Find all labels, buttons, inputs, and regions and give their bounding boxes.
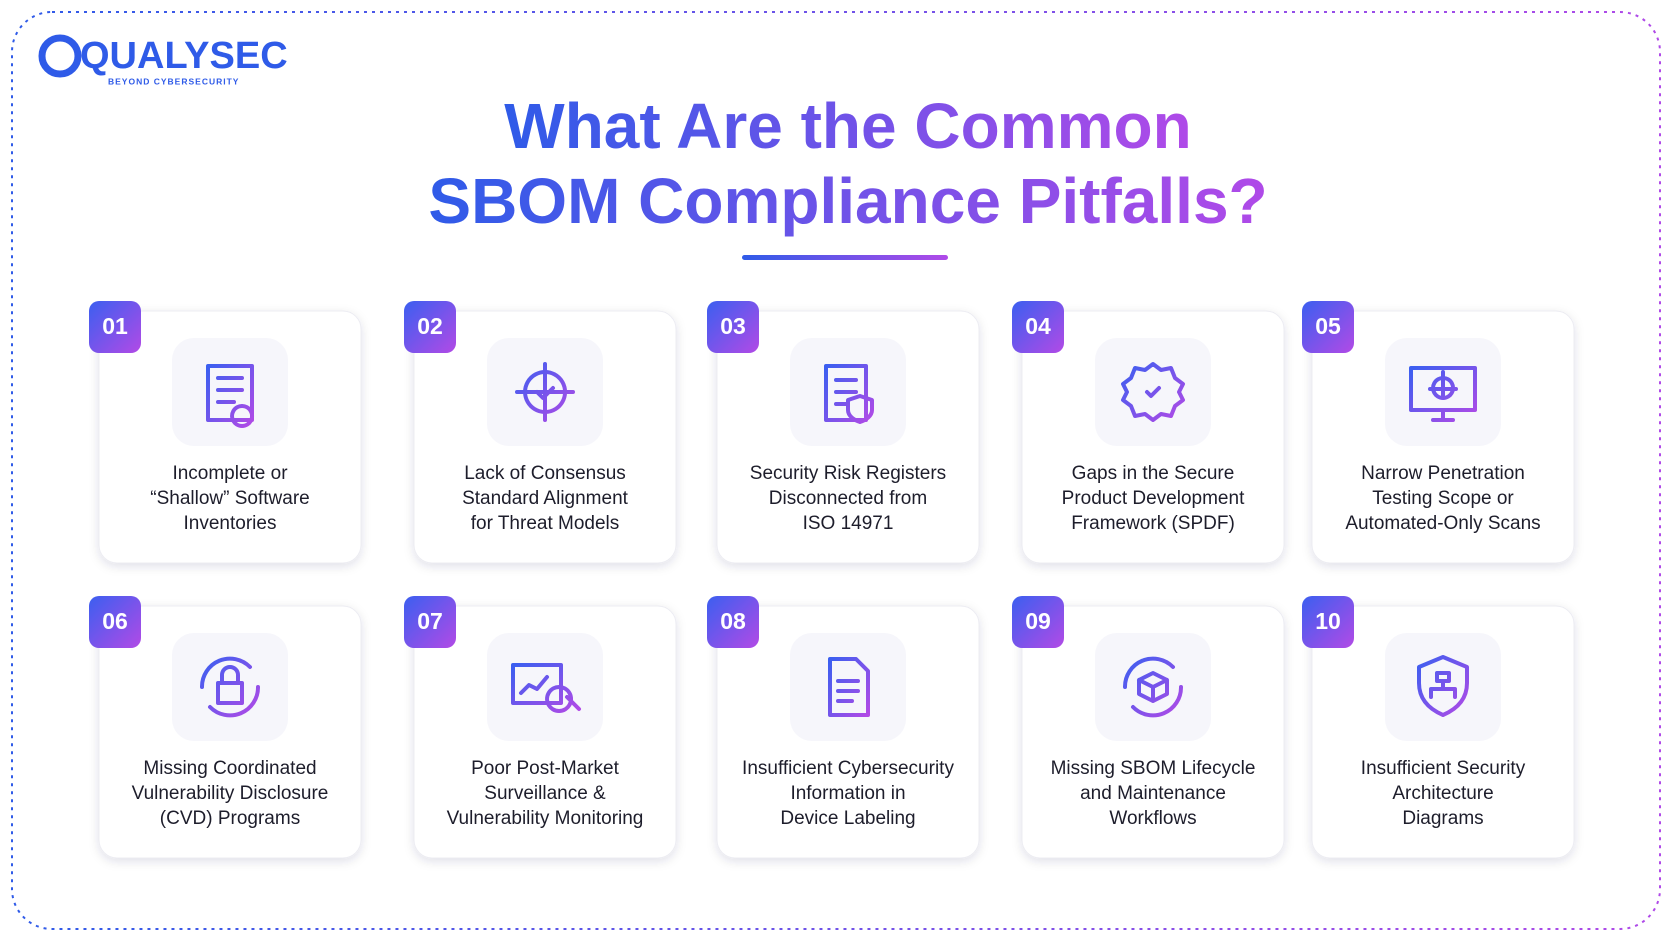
icon <box>206 364 255 428</box>
item-number: 07 <box>417 608 443 634</box>
number-badge <box>707 596 759 648</box>
number-badge <box>89 596 141 648</box>
item-label: Insufficient Cybersecurity <box>742 758 954 779</box>
card: 07 Poor Post-Market Surveillance & Vulnerab… <box>404 596 677 859</box>
item-label: Workflows <box>1109 808 1196 829</box>
item-label: and Maintenance <box>1080 783 1226 804</box>
item-label: Lack of Consensus <box>464 463 626 484</box>
icon <box>511 663 581 713</box>
item-number: 04 <box>1025 313 1051 339</box>
number-badge <box>1302 596 1354 648</box>
item-label: Security Risk Registers <box>750 463 946 484</box>
number-badge <box>404 596 456 648</box>
item-number: 02 <box>417 313 443 339</box>
item-label: Product Development <box>1062 488 1245 509</box>
item-label: “Shallow” Software <box>150 488 309 509</box>
icon <box>199 656 261 718</box>
item-label: Surveillance & <box>484 783 606 804</box>
icon-bg <box>487 633 603 741</box>
item-label: for Threat Models <box>471 513 620 534</box>
item-label: ISO 14971 <box>803 513 894 534</box>
item-label: Poor Post-Market <box>471 758 620 779</box>
item-number: 08 <box>720 608 746 634</box>
item-number: 03 <box>720 313 746 339</box>
item-label: Gaps in the Secure <box>1072 463 1235 484</box>
number-badge <box>1302 301 1354 353</box>
icon <box>1417 655 1469 717</box>
frame <box>11 11 1661 930</box>
card: 01 Incomplete or “Shallow” Software Invento… <box>89 301 362 564</box>
card: 09 Missing SBOM Lifecycle and Maintenance W… <box>1012 596 1285 859</box>
icon <box>1122 656 1184 718</box>
icon-bg <box>790 633 906 741</box>
item-label: Information in <box>790 783 905 804</box>
logo-mark <box>38 34 82 78</box>
item-label: Standard Alignment <box>462 488 629 509</box>
number-badge <box>404 301 456 353</box>
number-badge <box>89 301 141 353</box>
item-label: Vulnerability Disclosure <box>132 783 329 804</box>
number-badge <box>707 301 759 353</box>
title-line: What Are the Common <box>504 90 1191 162</box>
logo-name: QUALYSEC <box>80 35 288 77</box>
icon <box>828 657 870 717</box>
item-label: Inventories <box>184 513 277 534</box>
card: 05 Narrow Penetration Testing Scope or Auto… <box>1302 301 1575 564</box>
item-label: Insufficient Security <box>1361 758 1526 779</box>
item-label: Missing Coordinated <box>143 758 316 779</box>
icon-bg <box>172 633 288 741</box>
item-label: Vulnerability Monitoring <box>447 808 644 829</box>
item-label: Device Labeling <box>780 808 915 829</box>
icon <box>1121 362 1185 422</box>
icon <box>1409 366 1477 422</box>
item-label: Missing SBOM Lifecycle <box>1051 758 1256 779</box>
item-number: 10 <box>1315 608 1341 634</box>
item-label: Diagrams <box>1402 808 1483 829</box>
item-number: 09 <box>1025 608 1051 634</box>
title-line: SBOM Compliance Pitfalls? <box>428 165 1267 237</box>
card: 03 Security Risk Registers Disconnected fr… <box>707 301 980 564</box>
number-badge <box>1012 301 1064 353</box>
title-underline <box>742 255 948 260</box>
card: 02 Lack of Consensus Standard Alignment for… <box>404 301 677 564</box>
card: 10 Insufficient Security Architecture Diagr… <box>1302 596 1575 859</box>
card: 06 Missing Coordinated Vulnerability Discl… <box>89 596 362 859</box>
card: 08 Insufficient Cybersecurity Information … <box>707 596 980 859</box>
item-number: 01 <box>102 313 128 339</box>
card: 04 Gaps in the Secure Product Development F… <box>1012 301 1285 564</box>
item-label: (CVD) Programs <box>160 808 300 829</box>
item-label: Disconnected from <box>769 488 927 509</box>
item-label: Incomplete or <box>172 463 288 484</box>
item-label: Architecture <box>1392 783 1493 804</box>
item-number: 06 <box>102 608 128 634</box>
item-label: Testing Scope or <box>1372 488 1514 509</box>
logo-tagline: BEYOND CYBERSECURITY <box>108 76 239 86</box>
icon <box>824 364 874 424</box>
icon <box>515 362 575 422</box>
item-number: 05 <box>1315 313 1341 339</box>
item-label: Narrow Penetration <box>1361 463 1525 484</box>
number-badge <box>1012 596 1064 648</box>
item-label: Automated-Only Scans <box>1345 513 1540 534</box>
item-label: Framework (SPDF) <box>1071 513 1235 534</box>
